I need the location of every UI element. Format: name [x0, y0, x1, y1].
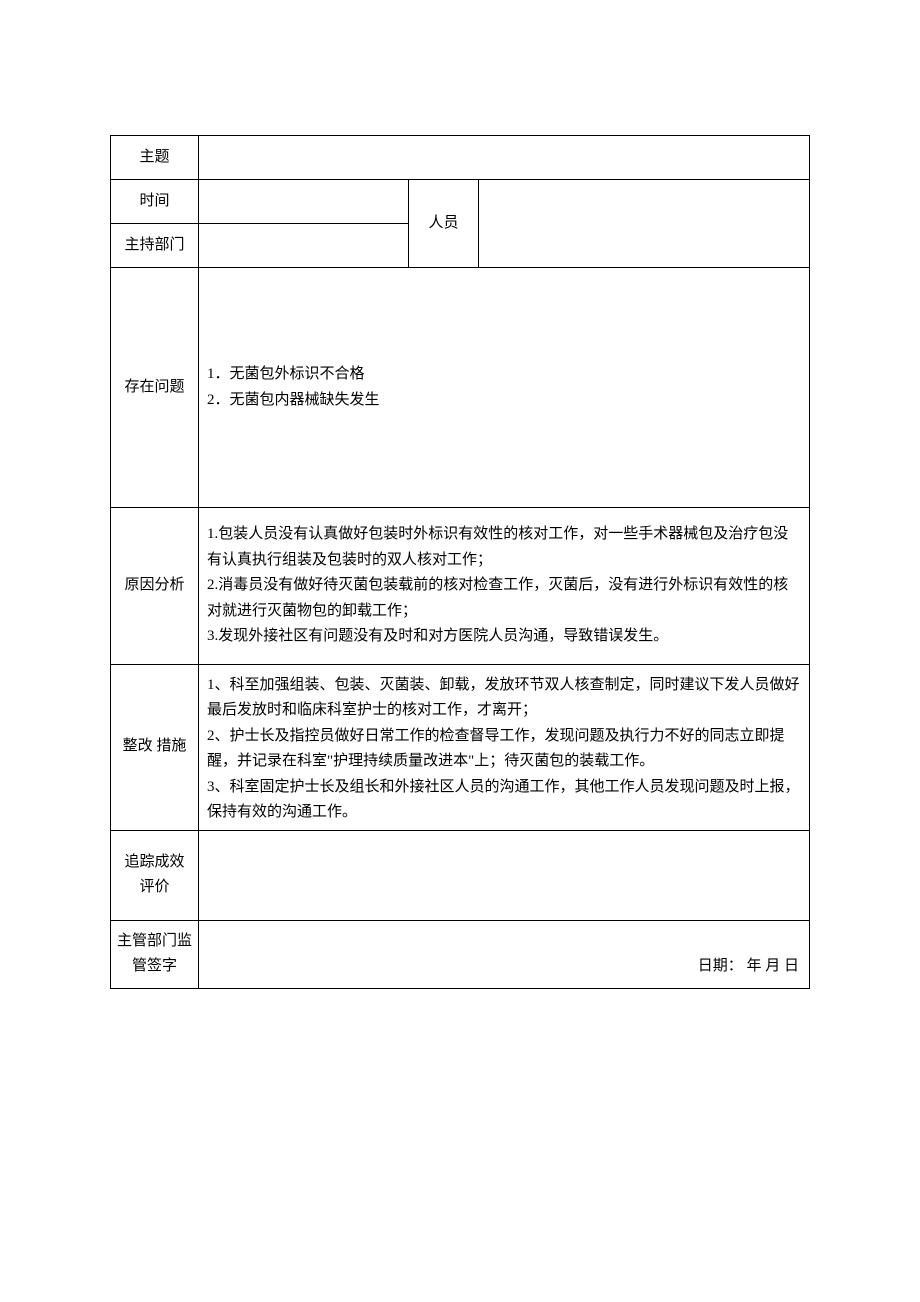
value-corrective-measures: 1、科至加强组装、包装、灭菌装、卸载，发放环节双人核查制定，同时建议下发人员做好…: [199, 664, 810, 830]
cause-item-2: 2.消毒员没有做好待灭菌包装载前的核对检查工作，灭菌后，没有进行外标识有效性的核…: [207, 573, 803, 624]
label-problems: 存在问题: [111, 268, 199, 508]
date-text: 日期： 年 月 日: [698, 958, 799, 974]
supervisor-label-line1: 主管部门监: [117, 929, 192, 955]
inspection-form-table: 主题 时间 人员 主持部门 存在问题 1．无菌包外标识不合格 2．无菌包内器械缺…: [110, 135, 810, 989]
supervisor-label-line2: 管签字: [117, 954, 192, 980]
row-topic: 主题: [111, 136, 810, 180]
value-supervisor-sign: 日期： 年 月 日: [199, 920, 810, 988]
row-problems: 存在问题 1．无菌包外标识不合格 2．无菌包内器械缺失发生: [111, 268, 810, 508]
value-host-dept: [199, 224, 409, 268]
problem-item-1: 1．无菌包外标识不合格: [207, 362, 803, 388]
label-personnel: 人员: [409, 180, 479, 268]
row-tracking-eval: 追踪成效 评价: [111, 830, 810, 920]
problem-item-2: 2．无菌包内器械缺失发生: [207, 388, 803, 414]
row-cause-analysis: 原因分析 1.包装人员没有认真做好包装时外标识有效性的核对工作，对一些手术器械包…: [111, 508, 810, 665]
label-corrective-measures: 整改 措施: [111, 664, 199, 830]
row-time: 时间 人员: [111, 180, 810, 224]
cause-item-1: 1.包装人员没有认真做好包装时外标识有效性的核对工作，对一些手术器械包及治疗包没…: [207, 522, 803, 573]
value-topic: [199, 136, 810, 180]
label-time: 时间: [111, 180, 199, 224]
value-cause-analysis: 1.包装人员没有认真做好包装时外标识有效性的核对工作，对一些手术器械包及治疗包没…: [199, 508, 810, 665]
measure-item-3: 3、科室固定护士长及组长和外接社区人员的沟通工作，其他工作人员发现问题及时上报，…: [207, 775, 803, 826]
label-host-dept: 主持部门: [111, 224, 199, 268]
value-problems: 1．无菌包外标识不合格 2．无菌包内器械缺失发生: [199, 268, 810, 508]
value-time: [199, 180, 409, 224]
label-tracking-eval: 追踪成效 评价: [111, 830, 199, 920]
measure-item-1: 1、科至加强组装、包装、灭菌装、卸载，发放环节双人核查制定，同时建议下发人员做好…: [207, 673, 803, 724]
value-personnel: [479, 180, 810, 268]
label-supervisor-sign: 主管部门监 管签字: [111, 920, 199, 988]
cause-item-3: 3.发现外接社区有问题没有及时和对方医院人员沟通，导致错误发生。: [207, 624, 803, 650]
label-topic: 主题: [111, 136, 199, 180]
tracking-eval-label-line1: 追踪成效: [117, 850, 192, 876]
tracking-eval-label-line2: 评价: [117, 875, 192, 901]
value-tracking-eval: [199, 830, 810, 920]
row-supervisor-sign: 主管部门监 管签字 日期： 年 月 日: [111, 920, 810, 988]
measure-item-2: 2、护士长及指控员做好日常工作的检查督导工作，发现问题及执行力不好的同志立即提醒…: [207, 724, 803, 775]
row-corrective-measures: 整改 措施 1、科至加强组装、包装、灭菌装、卸载，发放环节双人核查制定，同时建议…: [111, 664, 810, 830]
label-cause-analysis: 原因分析: [111, 508, 199, 665]
